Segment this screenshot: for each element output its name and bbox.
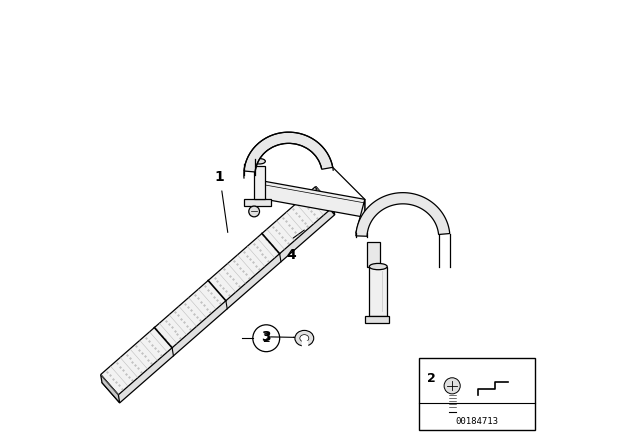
Polygon shape: [253, 166, 266, 199]
Polygon shape: [244, 199, 271, 206]
Ellipse shape: [253, 159, 266, 164]
Polygon shape: [102, 194, 335, 403]
Polygon shape: [356, 199, 367, 233]
Text: 00184713: 00184713: [455, 418, 499, 426]
Ellipse shape: [369, 263, 387, 270]
Text: 2: 2: [262, 332, 270, 345]
Polygon shape: [316, 186, 335, 215]
Text: 1: 1: [214, 170, 224, 184]
Bar: [419, 358, 535, 430]
Text: 4: 4: [286, 248, 296, 262]
Polygon shape: [266, 181, 365, 217]
Ellipse shape: [295, 331, 314, 346]
Polygon shape: [100, 375, 120, 403]
Polygon shape: [100, 186, 333, 395]
Circle shape: [444, 378, 460, 394]
Polygon shape: [356, 193, 450, 236]
Polygon shape: [365, 316, 389, 323]
Polygon shape: [369, 267, 387, 316]
Polygon shape: [244, 132, 333, 172]
Ellipse shape: [300, 335, 309, 342]
Polygon shape: [367, 242, 380, 267]
Circle shape: [249, 206, 260, 217]
Text: 2: 2: [427, 372, 435, 385]
Text: 3: 3: [261, 330, 271, 344]
